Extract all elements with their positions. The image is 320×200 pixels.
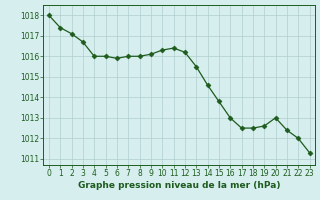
X-axis label: Graphe pression niveau de la mer (hPa): Graphe pression niveau de la mer (hPa) [78, 181, 280, 190]
